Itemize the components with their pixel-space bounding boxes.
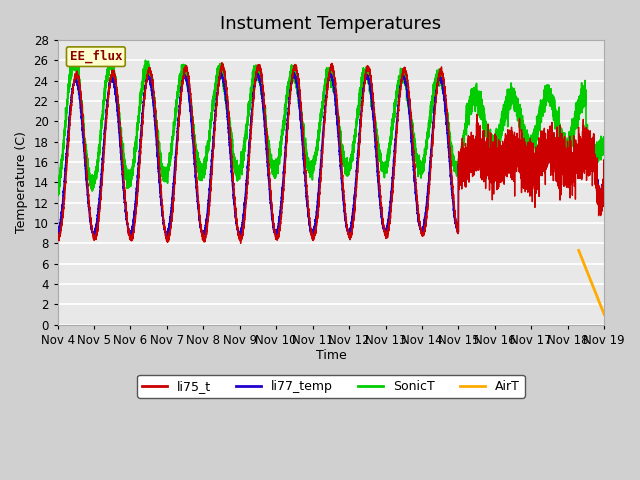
Title: Instument Temperatures: Instument Temperatures <box>220 15 442 33</box>
Y-axis label: Temperature (C): Temperature (C) <box>15 132 28 233</box>
Legend: li75_t, li77_temp, SonicT, AirT: li75_t, li77_temp, SonicT, AirT <box>137 375 525 398</box>
Text: EE_flux: EE_flux <box>70 50 122 63</box>
X-axis label: Time: Time <box>316 349 346 362</box>
